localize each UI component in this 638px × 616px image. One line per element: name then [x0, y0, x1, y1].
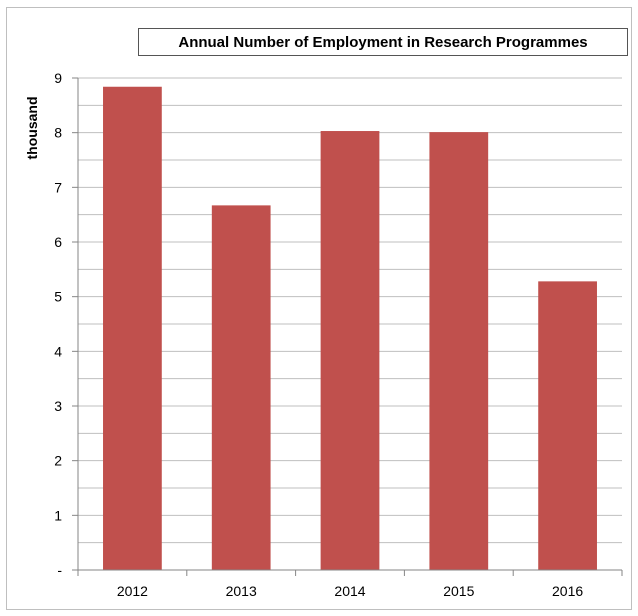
x-tick-label: 2012: [117, 583, 148, 599]
y-tick-label: 2: [54, 453, 62, 469]
bar-2013: [211, 205, 271, 570]
y-tick-label: 9: [54, 70, 62, 86]
y-tick-label: 8: [54, 125, 62, 141]
x-tick-label: 2015: [443, 583, 474, 599]
x-tick-label: 2016: [552, 583, 583, 599]
y-tick-label: 3: [54, 398, 62, 414]
labels-layer: - 1 2 3 4 5 6 7 8 9 2012 2013 2014 2015 2016: [54, 70, 583, 599]
bar-2015: [429, 132, 489, 570]
x-tick-label: 2014: [334, 583, 365, 599]
y-tick-label: 6: [54, 234, 62, 250]
y-tick-label: -: [57, 562, 62, 578]
y-tick-label: 1: [54, 507, 62, 523]
y-tick-label: 7: [54, 179, 62, 195]
bar-2016: [538, 281, 597, 570]
chart-title: Annual Number of Employment in Research …: [178, 33, 588, 51]
bars-layer: [103, 86, 597, 570]
axes-layer: [72, 77, 623, 576]
y-tick-label: 4: [54, 343, 62, 359]
chart-title-box: Annual Number of Employment in Research …: [138, 28, 628, 56]
y-axis-title: thousand: [24, 96, 40, 160]
bar-2012: [103, 86, 162, 570]
x-tick-label: 2013: [226, 583, 257, 599]
bar-2014: [320, 131, 380, 570]
y-tick-label: 5: [54, 289, 62, 305]
